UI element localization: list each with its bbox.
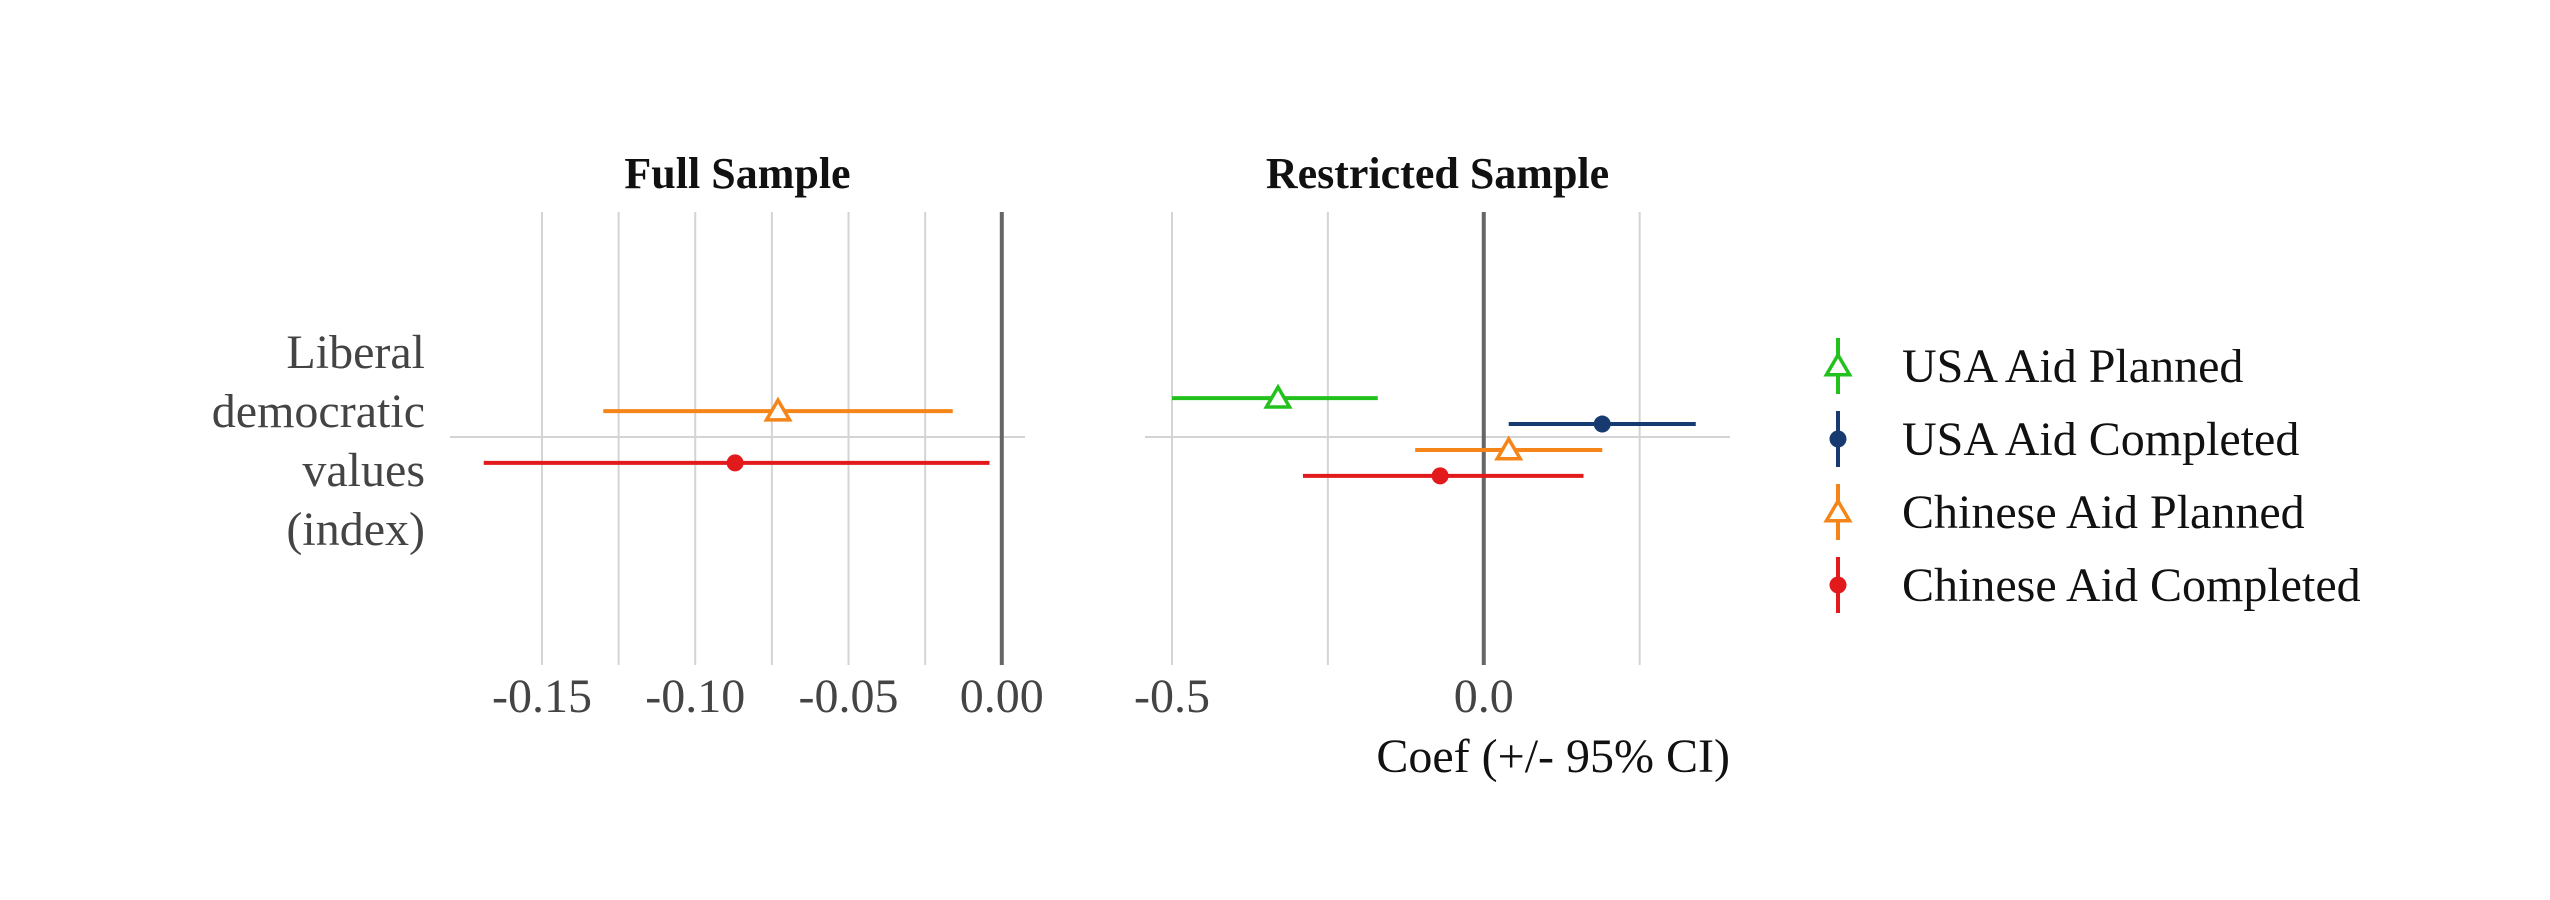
panel-title: Full Sample [624, 149, 850, 198]
point-estimate-chinese-aid-planned [1494, 435, 1524, 461]
legend: USA Aid Planned USA Aid Completed Chinese … [1823, 338, 2361, 613]
legend-label: USA Aid Completed [1902, 413, 2299, 466]
y-category-label: Liberal democratic values (index) [212, 326, 425, 556]
legend-key-marker [1823, 351, 1853, 377]
y-category-label-line: Liberal [286, 326, 425, 379]
legend-label: USA Aid Planned [1902, 340, 2243, 393]
x-tick-label: -0.05 [799, 670, 899, 723]
estimate-usa-aid-planned [1172, 383, 1378, 409]
point-estimate-chinese-aid-completed [1431, 467, 1449, 485]
point-estimate-usa-aid-planned [1263, 383, 1293, 409]
x-tick-label: -0.15 [492, 670, 592, 723]
legend-item-usa-aid-completed: USA Aid Completed [1829, 411, 2299, 467]
legend-item-chinese-aid-completed: Chinese Aid Completed [1829, 557, 2361, 613]
legend-key-marker [1829, 576, 1847, 594]
legend-item-chinese-aid-planned: Chinese Aid Planned [1823, 484, 2305, 540]
point-estimate-chinese-aid-completed [726, 454, 744, 472]
legend-item-usa-aid-planned: USA Aid Planned [1823, 338, 2243, 394]
estimate-chinese-aid-planned [1415, 435, 1603, 461]
estimate-chinese-aid-planned [603, 396, 953, 422]
y-category-label-line: democratic [212, 385, 425, 438]
legend-key-marker [1823, 497, 1853, 523]
estimate-chinese-aid-completed [1302, 467, 1584, 485]
x-axis-label: Coef (+/- 95% CI) [1376, 730, 1730, 783]
point-estimate-chinese-aid-planned [763, 396, 793, 422]
point-estimate-usa-aid-completed [1593, 415, 1611, 433]
panel-full-sample: Full Sample -0.15 -0.10 -0.05 0.00 [450, 149, 1044, 723]
legend-label: Chinese Aid Completed [1902, 559, 2361, 612]
x-tick-label: 0.0 [1454, 670, 1514, 723]
y-category-label-line: values [302, 444, 425, 497]
legend-key-marker [1829, 430, 1847, 448]
y-category-label-line: (index) [286, 503, 425, 556]
estimate-usa-aid-completed [1508, 415, 1696, 433]
panel-restricted-sample: Restricted Sample -0.5 0.0 [1134, 149, 1730, 723]
legend-label: Chinese Aid Planned [1902, 486, 2305, 539]
x-tick-label: -0.10 [645, 670, 745, 723]
panel-title: Restricted Sample [1266, 149, 1609, 198]
estimate-chinese-aid-completed [483, 454, 990, 472]
x-tick-label: -0.5 [1134, 670, 1210, 723]
x-tick-label: 0.00 [960, 670, 1044, 723]
